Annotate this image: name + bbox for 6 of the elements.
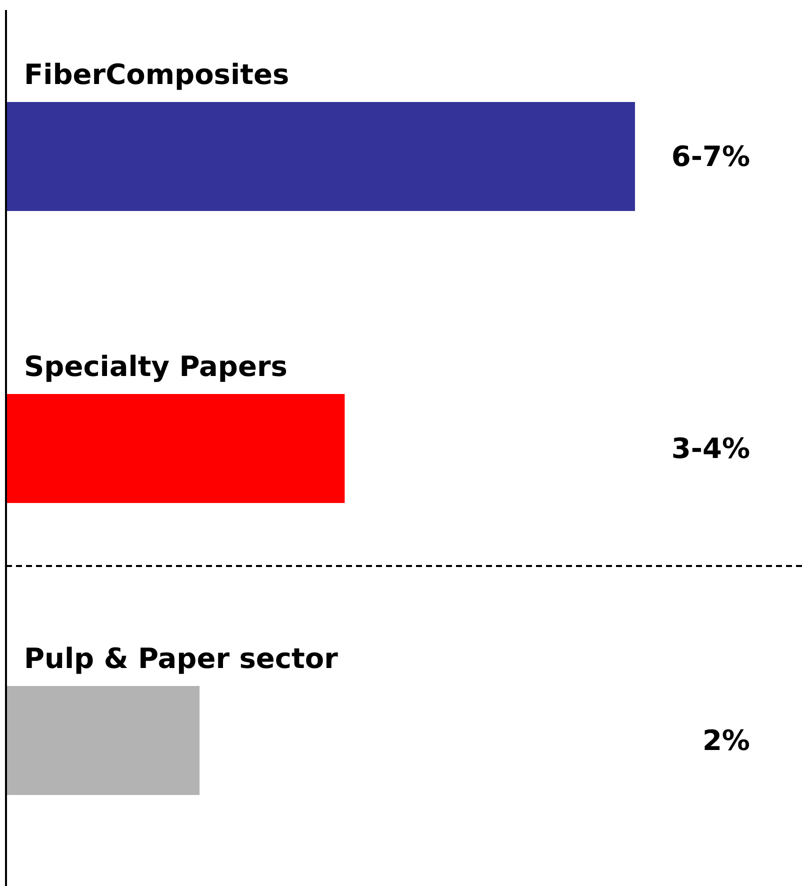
data-label: 6-7% — [671, 140, 750, 173]
data-label: 3-4% — [671, 432, 750, 465]
y-tick-label: Specialty Papers — [24, 350, 288, 383]
data-label: 2% — [702, 724, 750, 757]
y-tick-label: Pulp & Paper sector — [24, 642, 338, 675]
y-tick-label: FiberComposites — [24, 58, 290, 91]
